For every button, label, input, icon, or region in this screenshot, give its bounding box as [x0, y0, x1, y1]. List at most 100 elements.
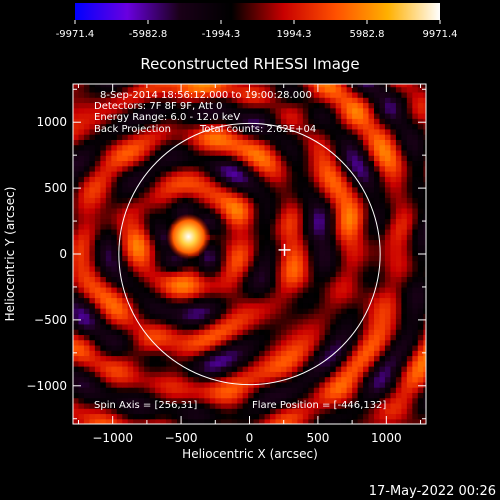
heatmap-cell	[226, 286, 233, 293]
heatmap-cell	[352, 102, 359, 109]
heatmap-cell	[280, 313, 288, 320]
heatmap-cell	[384, 360, 392, 367]
heatmap-cell	[182, 418, 189, 424]
heatmap-cell	[242, 234, 249, 241]
heatmap-cell	[237, 344, 244, 351]
heatmap-cell	[264, 170, 271, 177]
heatmap-cell	[335, 123, 342, 130]
heatmap-cell	[308, 207, 315, 214]
heatmap-cell	[220, 112, 227, 119]
heatmap-cell	[215, 139, 222, 146]
heatmap-cell	[215, 297, 222, 304]
heatmap-cell	[275, 292, 282, 299]
heatmap-cell	[116, 160, 123, 167]
heatmap-cell	[286, 244, 293, 251]
heatmap-cell	[198, 128, 205, 135]
heatmap-cell	[335, 134, 342, 140]
heatmap-cell	[73, 97, 80, 104]
heatmap-cell	[105, 371, 112, 378]
heatmap-cell	[313, 371, 320, 378]
heatmap-cell	[116, 329, 123, 335]
heatmap-cell	[401, 139, 408, 146]
heatmap-cell	[423, 139, 426, 146]
heatmap-cell	[160, 176, 167, 183]
heatmap-cell	[242, 181, 249, 188]
heatmap-cell	[94, 408, 101, 415]
heatmap-cell	[374, 344, 381, 351]
heatmap-cell	[384, 234, 392, 241]
heatmap-cell	[363, 118, 370, 125]
heatmap-cell	[330, 413, 337, 420]
heatmap-cell	[111, 165, 118, 172]
heatmap-cell	[297, 381, 304, 388]
heatmap-cell	[363, 128, 370, 135]
heatmap-cell	[176, 329, 184, 335]
heatmap-cell	[220, 207, 227, 214]
heatmap-cell	[363, 344, 370, 351]
heatmap-cell	[275, 392, 282, 399]
heatmap-cell	[352, 292, 359, 299]
heatmap-cell	[226, 97, 233, 104]
heatmap-cell	[401, 250, 408, 256]
heatmap-cell	[204, 313, 211, 320]
heatmap-cell	[166, 387, 173, 393]
heatmap-cell	[100, 413, 107, 420]
heatmap-cell	[357, 418, 364, 424]
heatmap-cell	[308, 286, 315, 293]
heatmap-cell	[160, 170, 167, 177]
heatmap-cell	[144, 397, 151, 404]
heatmap-cell	[395, 329, 402, 335]
heatmap-cell	[220, 102, 227, 109]
heatmap-cell	[226, 260, 233, 267]
heatmap-cell	[417, 112, 424, 119]
heatmap-cell	[275, 318, 282, 325]
heatmap-cell	[94, 218, 101, 225]
heatmap-cell	[111, 255, 118, 262]
heatmap-cell	[324, 186, 331, 193]
heatmap-cell	[111, 402, 118, 409]
heatmap-cell	[248, 234, 255, 241]
heatmap-cell	[302, 308, 309, 314]
heatmap-cell	[182, 165, 189, 172]
heatmap-cell	[149, 355, 156, 362]
heatmap-cell	[198, 318, 205, 325]
heatmap-cell	[198, 355, 205, 362]
heatmap-cell	[259, 186, 266, 193]
heatmap-cell	[363, 376, 370, 383]
flare-position-label: Flare Position = [-446,132]	[252, 400, 386, 411]
heatmap-cell	[346, 397, 353, 404]
heatmap-cell	[242, 202, 249, 209]
heatmap-cell	[138, 84, 145, 88]
heatmap-cell	[412, 308, 419, 314]
heatmap-cell	[198, 213, 205, 220]
heatmap-cell	[357, 128, 364, 135]
heatmap-cell	[160, 144, 167, 151]
heatmap-cell	[182, 313, 189, 320]
heatmap-cell	[286, 176, 293, 183]
heatmap-cell	[264, 202, 271, 209]
heatmap-cell	[291, 418, 298, 424]
heatmap-cell	[390, 323, 397, 330]
heatmap-cell	[412, 160, 419, 167]
heatmap-cell	[231, 192, 238, 198]
heatmap-cell	[226, 413, 233, 420]
heatmap-cell	[122, 302, 129, 309]
heatmap-cell	[111, 297, 118, 304]
heatmap-cell	[94, 323, 101, 330]
heatmap-cell	[352, 339, 359, 346]
heatmap-cell	[237, 308, 244, 314]
heatmap-cell	[226, 223, 233, 230]
heatmap-cell	[176, 413, 184, 420]
heatmap-cell	[127, 292, 134, 299]
heatmap-cell	[166, 160, 173, 167]
heatmap-cell	[94, 271, 101, 277]
heatmap-cell	[401, 397, 408, 404]
heatmap-cell	[187, 344, 194, 351]
heatmap-cell	[83, 139, 91, 146]
heatmap-cell	[390, 376, 397, 383]
heatmap-cell	[346, 250, 353, 256]
heatmap-cell	[209, 413, 216, 420]
heatmap-cell	[368, 344, 375, 351]
heatmap-cell	[149, 86, 156, 93]
heatmap-cell	[390, 381, 397, 388]
